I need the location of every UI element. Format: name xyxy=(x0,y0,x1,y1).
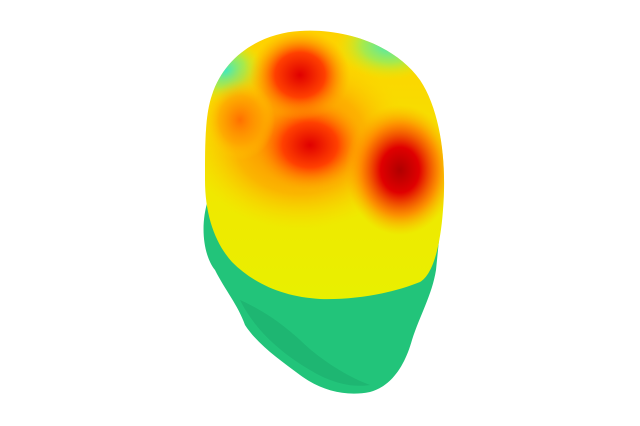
peak-region xyxy=(345,105,445,235)
head-shading xyxy=(240,300,370,386)
high-region-center xyxy=(255,100,365,190)
orange-region-left xyxy=(205,80,275,160)
high-region-top xyxy=(250,30,350,120)
